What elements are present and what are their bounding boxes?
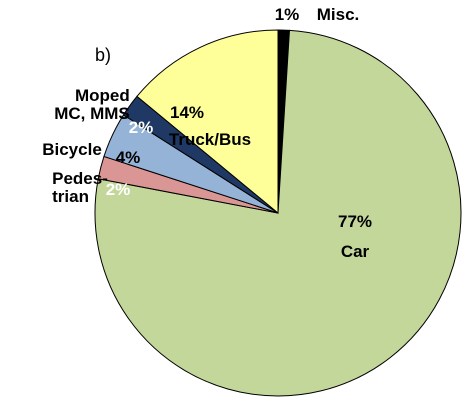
pie-slice bbox=[136, 29, 279, 215]
value-label: 2% bbox=[105, 180, 131, 199]
panel-label: b) bbox=[94, 45, 112, 65]
value-label: 77% bbox=[337, 212, 373, 231]
category-label: Truck/Bus bbox=[168, 130, 252, 149]
category-label: Bicycle bbox=[42, 140, 102, 159]
value-label: 2% bbox=[128, 118, 154, 137]
category-label: Car bbox=[340, 242, 370, 261]
category-label: Misc. bbox=[316, 5, 360, 24]
category-label: Pedes- trian bbox=[52, 169, 108, 206]
value-label: 1% bbox=[274, 5, 300, 24]
category-label: Moped MC, MMS bbox=[54, 86, 130, 123]
value-label: 14% bbox=[169, 103, 205, 122]
value-label: 4% bbox=[115, 148, 141, 167]
